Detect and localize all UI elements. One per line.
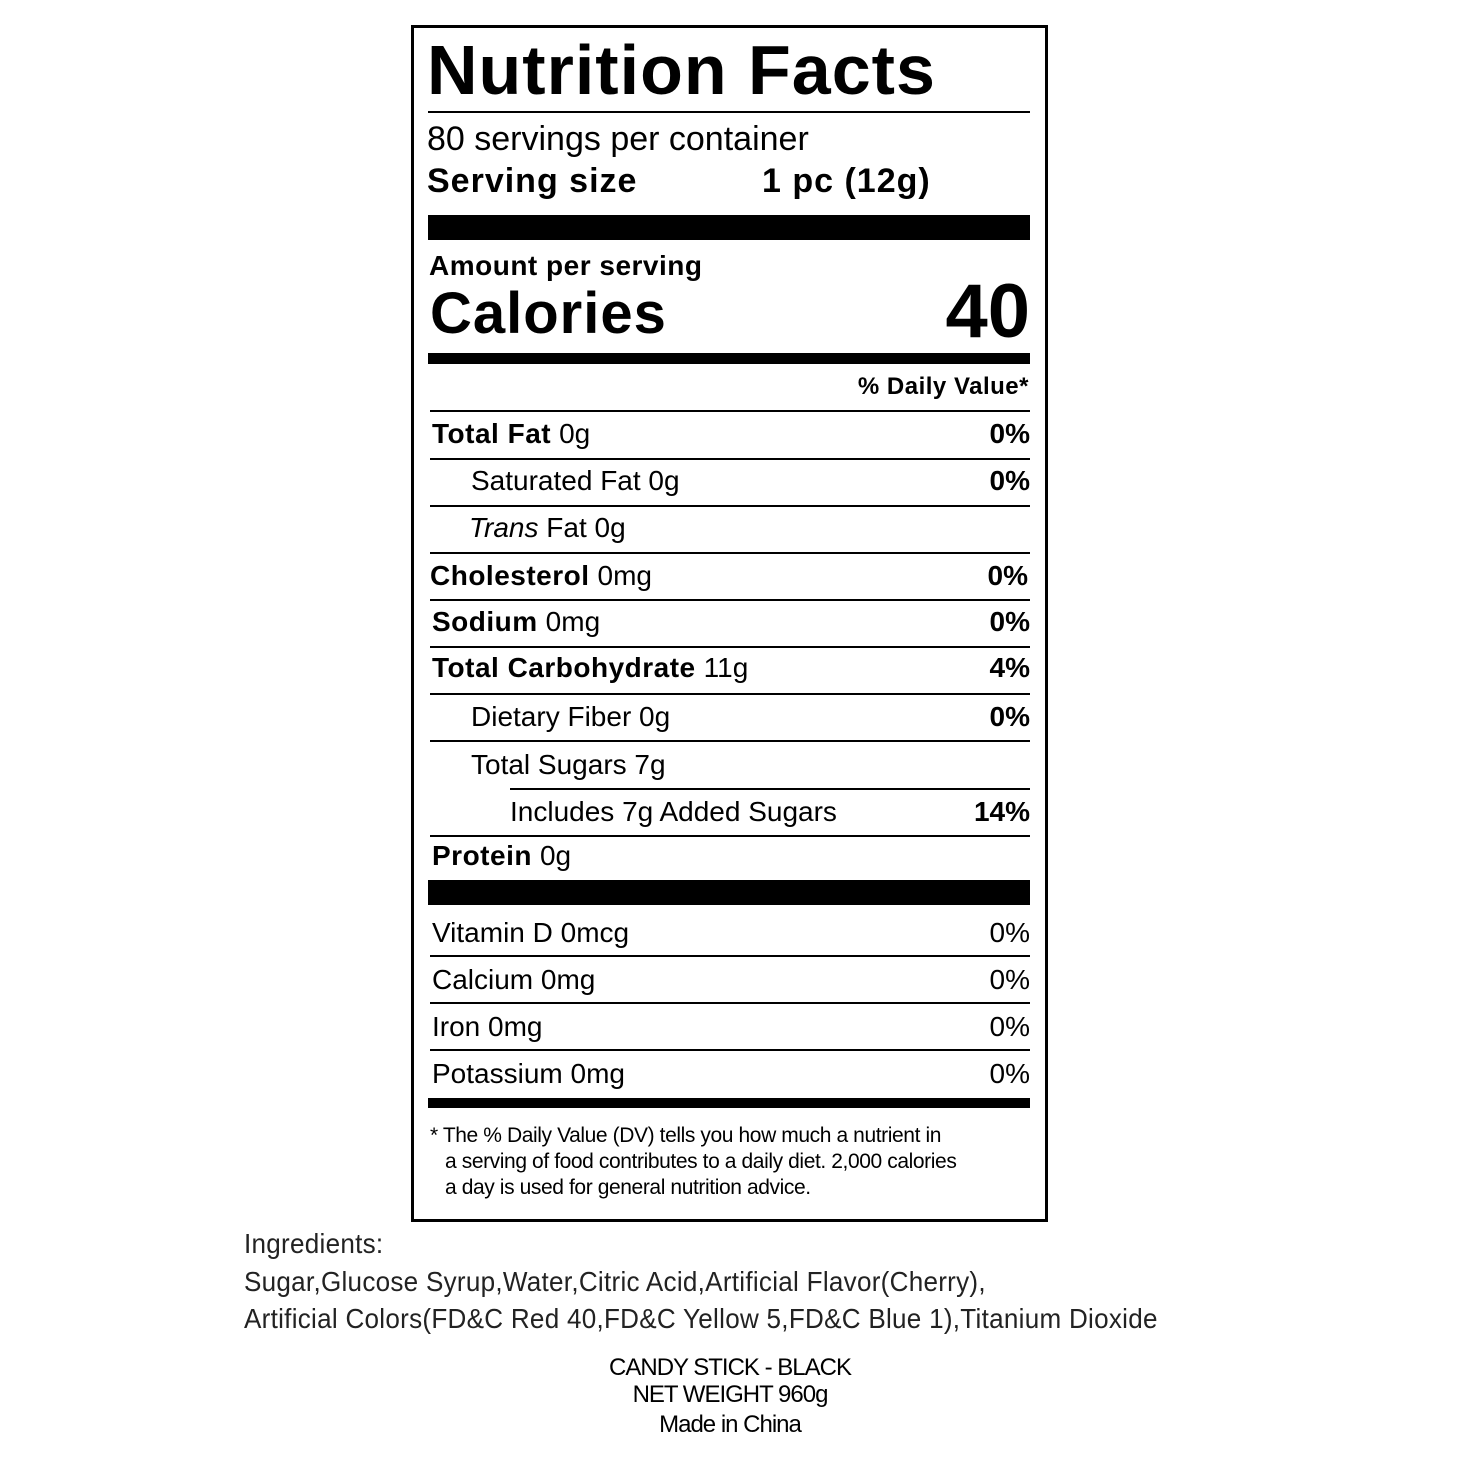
thick-divider bbox=[428, 215, 1030, 240]
ingredients-line: Artificial Colors(FD&C Red 40,FD&C Yello… bbox=[244, 1303, 1158, 1334]
footnote-line: a serving of food contributes to a daily… bbox=[445, 1150, 957, 1173]
vitamin-name: Calcium 0mg bbox=[432, 964, 596, 995]
amount-per-serving: Amount per serving bbox=[429, 250, 703, 281]
footnote-line: * The % Daily Value (DV) tells you how m… bbox=[430, 1124, 941, 1147]
nutrient-dv: 14% bbox=[973, 796, 1030, 827]
nutrient-name: Saturated Fat 0g bbox=[471, 465, 680, 496]
nutrient-name: Total Sugars 7g bbox=[471, 749, 666, 780]
servings-per-container: 80 servings per container bbox=[427, 120, 809, 158]
calories-value: 40 bbox=[945, 269, 1030, 354]
vitamin-name: Potassium 0mg bbox=[432, 1058, 625, 1089]
nutrition-facts-panel bbox=[411, 25, 1048, 1222]
nutrient-name: Protein bbox=[432, 840, 532, 871]
nutrient-row-total-sugars: Total Sugars 7g bbox=[471, 745, 1030, 785]
vitamin-dv: 0% bbox=[989, 964, 1030, 995]
vitamin-dv: 0% bbox=[989, 917, 1030, 948]
vitamin-dv: 0% bbox=[989, 1011, 1030, 1042]
nutrient-dv: 0% bbox=[989, 465, 1030, 496]
nutrient-amount: 11g bbox=[703, 652, 749, 683]
ingredients-line: Sugar,Glucose Syrup,Water,Citric Acid,Ar… bbox=[244, 1266, 986, 1297]
divider bbox=[430, 505, 1030, 507]
nutrient-dv: 0% bbox=[989, 701, 1030, 732]
divider bbox=[430, 646, 1030, 648]
divider bbox=[430, 599, 1030, 601]
daily-value-header: % Daily Value* bbox=[857, 373, 1029, 400]
nutrient-name: Total Carbohydrate bbox=[432, 652, 696, 683]
net-weight: NET WEIGHT 960g bbox=[632, 1381, 829, 1408]
nutrient-row-saturated-fat: Saturated Fat 0g 0% bbox=[471, 461, 1030, 501]
medium-divider bbox=[428, 353, 1030, 364]
divider bbox=[430, 835, 1030, 837]
vitamin-name: Iron 0mg bbox=[432, 1011, 543, 1042]
nutrient-row-total-carbohydrate: Total Carbohydrate 11g 4% bbox=[432, 648, 1030, 688]
nutrient-row-added-sugars: Includes 7g Added Sugars 14% bbox=[510, 792, 1030, 832]
nutrient-name: Cholesterol bbox=[430, 560, 590, 591]
divider bbox=[430, 1049, 1030, 1051]
nutrient-row-sodium: Sodium 0mg 0% bbox=[432, 602, 1030, 642]
nutrient-name: Sodium bbox=[432, 606, 538, 637]
divider bbox=[430, 955, 1030, 957]
thick-divider bbox=[428, 880, 1030, 905]
nutrient-name: Includes 7g Added Sugars bbox=[510, 796, 837, 827]
nutrient-dv: 0% bbox=[987, 560, 1028, 591]
divider bbox=[430, 740, 1030, 742]
nutrient-row-protein: Protein 0g bbox=[432, 836, 1030, 876]
divider bbox=[430, 693, 1030, 695]
nutrient-row-cholesterol: Cholesterol 0mg 0% bbox=[430, 556, 1028, 596]
divider bbox=[430, 458, 1030, 460]
divider bbox=[430, 410, 1030, 412]
nutrient-amount: 0g bbox=[539, 840, 572, 871]
vitamin-row-potassium: Potassium 0mg 0% bbox=[432, 1054, 1030, 1094]
country-of-origin: Made in China bbox=[659, 1411, 802, 1438]
ingredients-heading: Ingredients: bbox=[244, 1228, 384, 1259]
nutrient-row-trans-fat: Trans Fat 0g bbox=[469, 508, 1030, 548]
label-title: Nutrition Facts bbox=[427, 31, 936, 109]
nutrient-row-total-fat: Total Fat 0g 0% bbox=[432, 414, 1030, 454]
nutrient-amount: 0mg bbox=[545, 606, 601, 637]
nutrient-name-italic: Trans bbox=[469, 512, 539, 543]
nutrient-amount: 0g bbox=[559, 418, 591, 449]
nutrient-dv: 4% bbox=[989, 652, 1030, 683]
nutrient-name: Dietary Fiber 0g bbox=[471, 701, 671, 732]
divider bbox=[510, 788, 1030, 790]
vitamin-row-vitamin-d: Vitamin D 0mcg 0% bbox=[432, 913, 1030, 953]
nutrient-dv: 0% bbox=[989, 606, 1030, 637]
nutrient-name: Fat 0g bbox=[546, 512, 626, 543]
divider bbox=[428, 111, 1030, 113]
product-name: CANDY STICK - BLACK bbox=[609, 1354, 852, 1381]
vitamin-dv: 0% bbox=[989, 1058, 1030, 1089]
vitamin-row-iron: Iron 0mg 0% bbox=[432, 1007, 1030, 1047]
footnote-line: a day is used for general nutrition advi… bbox=[445, 1176, 811, 1199]
nutrient-row-dietary-fiber: Dietary Fiber 0g 0% bbox=[471, 697, 1030, 737]
divider bbox=[430, 552, 1030, 554]
calories-label: Calories bbox=[430, 281, 667, 346]
vitamin-name: Vitamin D 0mcg bbox=[432, 917, 630, 948]
nutrient-name: Total Fat bbox=[432, 418, 552, 449]
serving-size-label: Serving size bbox=[427, 162, 638, 200]
vitamin-row-calcium: Calcium 0mg 0% bbox=[432, 960, 1030, 1000]
serving-size-value: 1 pc (12g) bbox=[762, 162, 931, 200]
nutrient-amount: 0mg bbox=[597, 560, 652, 591]
divider bbox=[430, 1002, 1030, 1004]
medium-divider bbox=[428, 1098, 1030, 1108]
nutrient-dv: 0% bbox=[989, 418, 1030, 449]
